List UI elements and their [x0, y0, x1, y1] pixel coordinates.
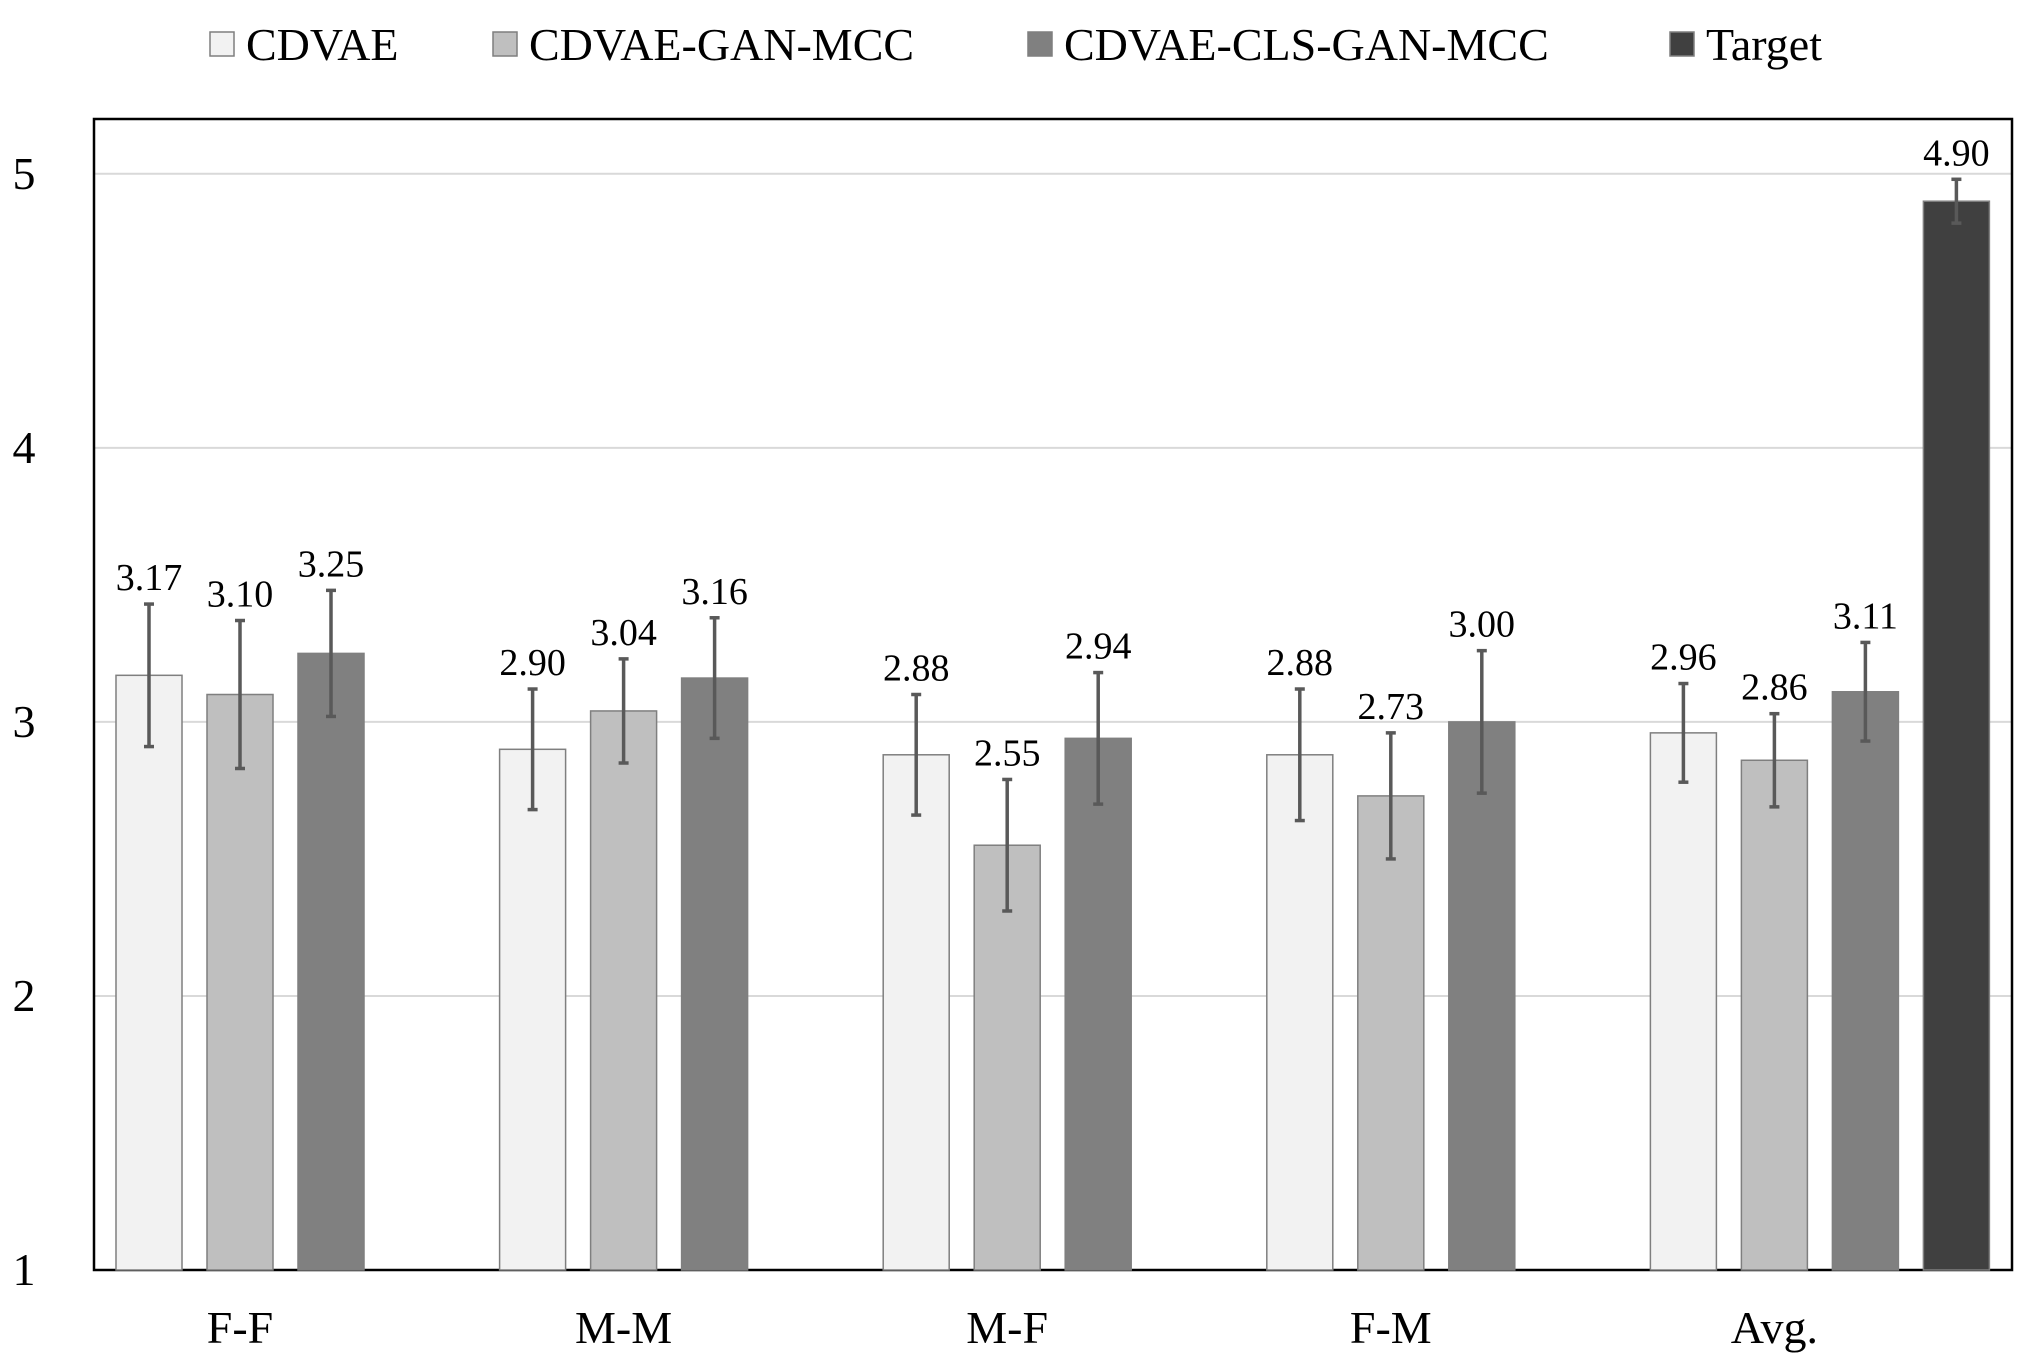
data-label: 2.96: [1650, 637, 1717, 679]
bar: [297, 652, 365, 1271]
bar: [498, 748, 567, 1271]
x-category-label: Avg.: [1731, 1302, 1818, 1353]
legend-label: CDVAE-CLS-GAN-MCC: [1064, 19, 1549, 70]
legend-swatch: [1027, 31, 1053, 57]
data-label: 3.16: [681, 571, 748, 613]
data-label: 2.86: [1741, 667, 1808, 709]
bar: [1831, 691, 1900, 1271]
y-axis-ticks: 1 2 3 4 5: [13, 148, 36, 1295]
y-tick-label: 3: [13, 696, 36, 747]
gridlines: [94, 172, 2012, 997]
legend-swatch: [1669, 31, 1695, 57]
y-tick-label: 1: [13, 1244, 36, 1295]
bar: [206, 693, 274, 1271]
legend-label: CDVAE: [246, 19, 399, 70]
data-labels: 3.17 3.10 3.25 2.90 3.04 3.16 2.88 2.55 2.94 2.88…: [116, 132, 1990, 774]
bar: [1064, 737, 1132, 1271]
x-category-label: M-M: [575, 1302, 672, 1353]
bars: [115, 200, 1991, 1271]
error-bars: [144, 177, 1962, 913]
y-tick-label: 5: [13, 148, 36, 199]
data-label: 3.11: [1833, 595, 1898, 637]
bar: [1266, 754, 1334, 1271]
data-label: 3.25: [298, 543, 365, 585]
bar: [973, 844, 1041, 1271]
data-label: 3.10: [207, 574, 274, 616]
data-label: 2.55: [974, 732, 1041, 774]
bar: [1448, 721, 1516, 1271]
y-tick-label: 4: [13, 422, 36, 473]
bar: [1922, 200, 1991, 1271]
legend-label: CDVAE-GAN-MCC: [529, 19, 914, 70]
data-label: 4.90: [1923, 132, 1990, 174]
x-axis-categories: F-F M-M M-F F-M Avg.: [207, 1302, 1818, 1353]
data-label: 2.94: [1065, 626, 1132, 668]
bar: [1649, 732, 1718, 1271]
x-category-label: F-M: [1350, 1302, 1432, 1353]
legend-label: Target: [1706, 19, 1822, 70]
data-label: 2.88: [1267, 642, 1334, 684]
legend-swatch: [492, 31, 518, 57]
plot-frame: [92, 117, 2014, 1272]
x-category-label: M-F: [966, 1302, 1048, 1353]
data-label: 3.17: [116, 557, 183, 599]
bar: [1357, 795, 1425, 1271]
bar: [115, 674, 183, 1271]
legend-swatch: [209, 31, 235, 57]
data-label: 2.90: [499, 642, 566, 684]
bar: [1740, 759, 1809, 1271]
data-label: 3.04: [590, 612, 657, 654]
bar: [680, 677, 749, 1271]
x-category-label: F-F: [207, 1302, 273, 1353]
legend: CDVAE CDVAE-GAN-MCC CDVAE-CLS-GAN-MCC Targe…: [209, 19, 1822, 70]
data-label: 2.73: [1358, 686, 1425, 728]
bar: [882, 754, 950, 1271]
bar: [589, 710, 658, 1271]
data-label: 3.00: [1449, 604, 1516, 646]
data-label: 2.88: [883, 648, 950, 690]
y-tick-label: 2: [13, 970, 36, 1021]
